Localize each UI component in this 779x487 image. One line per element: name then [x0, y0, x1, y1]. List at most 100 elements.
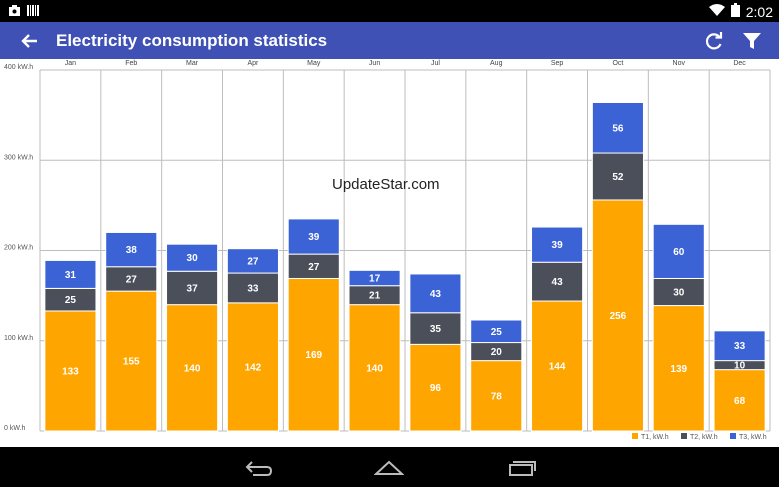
legend-label: T2, kW.h [690, 434, 718, 441]
bar-segment [226, 248, 279, 274]
y-tick-label: 200 kW.h [4, 245, 33, 252]
legend-swatch [632, 433, 638, 439]
bar-segment [44, 310, 97, 432]
bar-segment [713, 330, 766, 362]
x-tick-label: Mar [186, 60, 199, 67]
legend-swatch [681, 433, 687, 439]
screenshot-icon [8, 4, 21, 20]
bar-segment [226, 302, 279, 432]
bar-segment [287, 277, 340, 432]
bar-segment [470, 360, 523, 432]
page-title: Electricity consumption statistics [56, 31, 328, 50]
data-label: 33 [734, 341, 746, 352]
refresh-icon[interactable] [702, 29, 726, 53]
x-tick-label: Apr [247, 60, 259, 67]
x-tick-label: Oct [612, 60, 623, 67]
bar-segment [105, 290, 158, 432]
barcode-icon [27, 4, 39, 20]
data-label: 68 [734, 396, 746, 407]
bar-segment [531, 226, 584, 263]
y-tick-label: 300 kW.h [4, 154, 33, 161]
data-label: 60 [673, 247, 685, 258]
y-tick-label: 100 kW.h [4, 335, 33, 342]
status-bar: 2:02 [0, 0, 779, 22]
bar-segment [105, 266, 158, 292]
data-label: 21 [369, 291, 381, 302]
data-label: 56 [612, 123, 624, 134]
bar-segment [166, 270, 219, 306]
data-label: 25 [491, 327, 503, 338]
data-label: 52 [612, 172, 624, 183]
back-arrow-icon[interactable] [18, 29, 42, 53]
bar-segment [591, 101, 644, 154]
data-label: 43 [430, 289, 442, 300]
legend-label: T1, kW.h [641, 434, 669, 441]
data-label: 10 [734, 361, 746, 372]
data-label: 27 [247, 256, 259, 267]
bar-segment [470, 319, 523, 344]
data-label: 35 [430, 324, 442, 335]
legend-label: T3, kW.h [739, 434, 767, 441]
x-tick-label: Jan [65, 60, 76, 67]
data-label: 30 [187, 253, 199, 264]
x-tick-label: Sep [551, 60, 564, 67]
nav-bar [0, 447, 779, 487]
data-label: 39 [552, 240, 564, 251]
wifi-icon [708, 3, 725, 20]
data-label: 31 [65, 270, 77, 281]
data-label: 133 [62, 366, 79, 377]
bar-segment [348, 269, 401, 287]
consumption-chart: 0 kW.h 100 kW.h 200 kW.h 300 kW.h 400 kW.h Ja… [4, 60, 771, 441]
bar-segment [652, 277, 705, 307]
bar-segment [287, 218, 340, 255]
data-label: 27 [126, 274, 138, 285]
data-label: 25 [65, 295, 77, 306]
data-label: 144 [549, 362, 566, 373]
bar-segment [531, 261, 584, 302]
chart-area: 0 kW.h 100 kW.h 200 kW.h 300 kW.h 400 kW.h Ja… [0, 59, 779, 447]
x-tick-label: Feb [125, 60, 137, 67]
bar-segment [409, 343, 462, 432]
data-label: 169 [305, 350, 322, 361]
data-label: 37 [187, 283, 199, 294]
x-tick-label: Aug [490, 60, 503, 67]
battery-icon [730, 3, 740, 20]
bar-segment [348, 304, 401, 432]
bar-segment [591, 152, 644, 201]
x-tick-label: May [307, 60, 321, 67]
data-label: 17 [369, 274, 381, 285]
status-time: 2:02 [745, 3, 773, 20]
bar-segment [44, 259, 97, 289]
app-bar: Electricity consumption statistics [0, 22, 779, 59]
x-tick-label: Jun [369, 60, 380, 67]
nav-recents-icon[interactable] [507, 457, 537, 477]
filter-icon[interactable] [740, 29, 764, 53]
data-label: 20 [491, 347, 503, 358]
data-label: 27 [308, 262, 320, 273]
data-label: 38 [126, 245, 138, 256]
bar-segment [409, 273, 462, 314]
data-label: 78 [491, 391, 503, 402]
data-label: 33 [247, 283, 259, 294]
x-tick-label: Dec [733, 60, 746, 67]
bar-segment [166, 243, 219, 272]
data-label: 30 [673, 288, 685, 299]
nav-back-icon[interactable] [243, 457, 273, 477]
legend-swatch [730, 433, 736, 439]
data-label: 139 [670, 364, 687, 375]
data-label: 142 [245, 362, 262, 373]
bar-segment [652, 223, 705, 279]
data-label: 39 [308, 232, 320, 243]
bar-segment [652, 305, 705, 432]
watermark-text: UpdateStar.com [332, 176, 440, 193]
bar-segment [105, 231, 158, 268]
data-label: 43 [552, 277, 564, 288]
data-label: 140 [366, 363, 383, 374]
y-tick-label: 400 kW.h [4, 64, 33, 71]
nav-home-icon[interactable] [373, 457, 405, 477]
y-tick-label: 0 kW.h [4, 425, 26, 432]
x-tick-label: Nov [673, 60, 686, 67]
data-label: 256 [610, 311, 627, 322]
x-tick-label: Jul [431, 60, 440, 67]
data-label: 96 [430, 383, 442, 394]
